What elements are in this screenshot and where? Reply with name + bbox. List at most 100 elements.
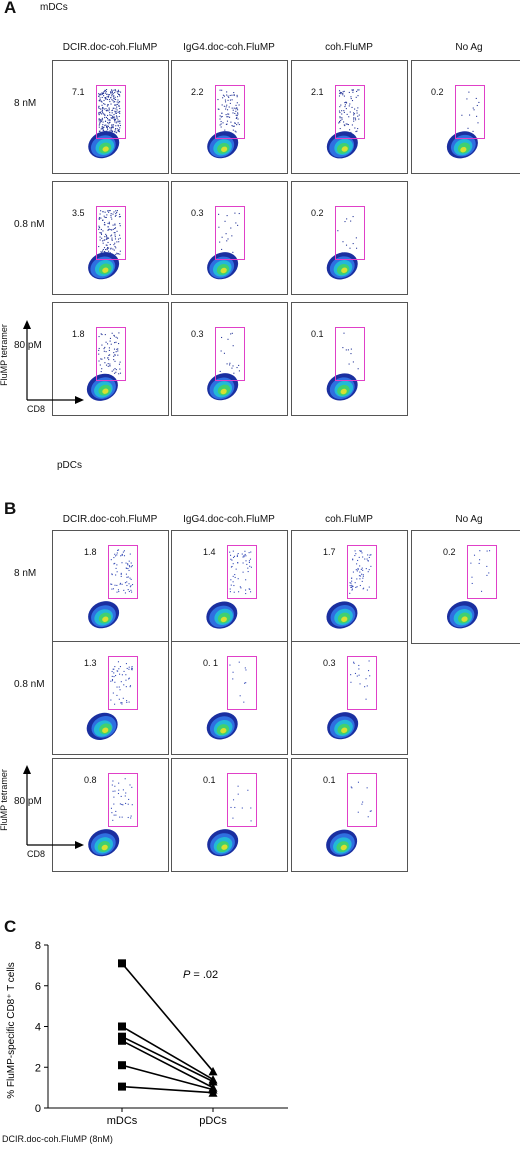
event-dot xyxy=(339,106,341,108)
event-dot xyxy=(101,96,103,99)
event-dot xyxy=(116,210,118,212)
event-dot xyxy=(119,95,121,97)
event-dot xyxy=(102,112,104,114)
event-dot xyxy=(234,574,236,576)
event-dot xyxy=(354,582,356,584)
event-dot xyxy=(224,101,227,103)
event-dot xyxy=(101,127,103,129)
event-dot xyxy=(126,667,128,670)
event-dot xyxy=(103,348,105,350)
event-dot xyxy=(353,113,356,115)
event-dot xyxy=(109,354,111,356)
event-dot xyxy=(107,119,109,121)
event-dot xyxy=(113,355,115,357)
event-dot xyxy=(233,555,236,557)
event-dot xyxy=(222,122,224,124)
event-dot xyxy=(356,578,358,580)
event-dot xyxy=(101,92,103,94)
gate-percentage: 2.1 xyxy=(311,87,324,97)
event-dot xyxy=(360,550,362,552)
event-dot xyxy=(232,125,234,127)
gate-percentage: 7.1 xyxy=(72,87,85,97)
event-dot xyxy=(476,115,478,117)
event-dot xyxy=(369,810,371,812)
event-dot xyxy=(113,557,115,559)
event-dot xyxy=(108,354,110,356)
event-dot xyxy=(468,91,470,93)
event-dot xyxy=(219,115,221,117)
event-dot xyxy=(114,242,116,244)
gate-box xyxy=(335,327,365,381)
event-dot xyxy=(367,816,369,818)
event-dot xyxy=(107,96,110,98)
event-dot xyxy=(110,699,112,701)
event-dot xyxy=(358,118,360,120)
event-dot xyxy=(237,578,239,580)
facs-plot: 7.1 xyxy=(52,60,169,174)
event-dot xyxy=(353,662,355,664)
event-dot xyxy=(113,334,115,336)
event-dot xyxy=(118,130,120,132)
pdc-point xyxy=(208,1066,218,1076)
event-dot xyxy=(98,130,100,132)
event-dot xyxy=(366,685,368,687)
event-dot xyxy=(352,559,354,561)
density-contour xyxy=(101,844,108,851)
panel-c-letter: C xyxy=(4,917,17,936)
column-header: coh.FluMP xyxy=(325,514,373,525)
event-dot xyxy=(357,781,360,783)
x-tick-label: pDCs xyxy=(199,1115,227,1127)
event-dot xyxy=(362,556,364,558)
event-dot xyxy=(232,550,234,552)
event-dot xyxy=(109,340,111,342)
gate-percentage: 0.1 xyxy=(311,329,324,339)
pdc-point xyxy=(208,1088,218,1097)
event-dot xyxy=(100,120,102,122)
event-dot xyxy=(355,130,357,133)
event-dot xyxy=(236,107,238,109)
panel-b-letter: B xyxy=(4,499,17,518)
event-dot xyxy=(118,102,120,104)
event-dot xyxy=(119,361,121,363)
event-dot xyxy=(244,553,246,556)
event-dot xyxy=(112,93,114,95)
event-dot xyxy=(359,565,361,567)
event-dot xyxy=(345,349,347,351)
event-dot xyxy=(218,226,220,228)
event-dot xyxy=(352,558,354,560)
event-dot xyxy=(126,567,128,569)
event-dot xyxy=(114,118,116,120)
event-dot xyxy=(362,574,364,576)
event-dot xyxy=(469,114,471,116)
event-dot xyxy=(113,249,115,251)
event-dot xyxy=(235,104,237,106)
event-dot xyxy=(120,681,122,683)
event-dot xyxy=(98,106,100,108)
event-dot xyxy=(350,786,352,788)
event-dot xyxy=(220,350,222,352)
event-dot xyxy=(113,101,115,103)
gate-percentage: 1.3 xyxy=(84,658,97,668)
event-dot xyxy=(119,127,121,129)
event-dot xyxy=(98,227,100,229)
event-dot xyxy=(230,227,232,229)
event-dot xyxy=(361,803,363,805)
event-dot xyxy=(117,253,119,255)
event-dot xyxy=(338,110,341,112)
event-dot xyxy=(128,569,130,572)
event-dot xyxy=(101,107,104,109)
event-dot xyxy=(472,107,474,109)
event-dot xyxy=(220,123,222,125)
gate-box xyxy=(96,85,126,139)
event-dot xyxy=(231,107,233,109)
event-dot xyxy=(351,580,353,582)
event-dot xyxy=(226,116,228,118)
event-dot xyxy=(122,697,124,699)
event-dot xyxy=(241,553,243,555)
facs-plot-canvas xyxy=(207,89,240,159)
event-dot xyxy=(231,559,233,561)
event-dot xyxy=(343,90,345,92)
facs-plot: 2.2 xyxy=(171,60,288,174)
event-dot xyxy=(129,566,131,568)
event-dot xyxy=(115,125,117,127)
